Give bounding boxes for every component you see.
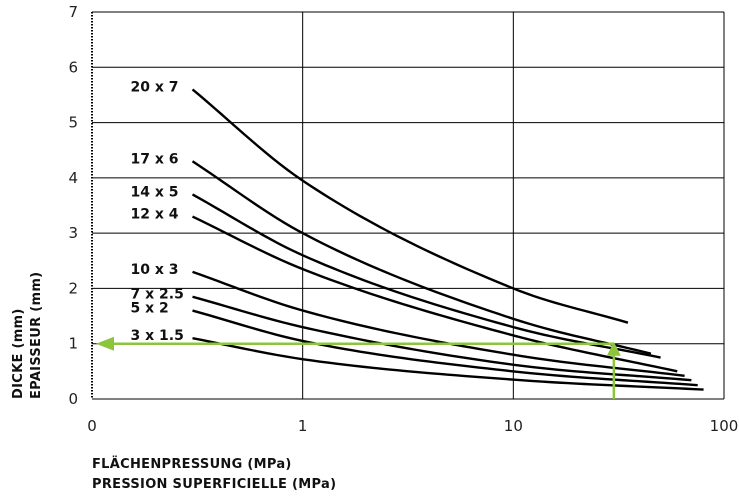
grid — [92, 11, 725, 399]
series-line-2 — [191, 193, 661, 359]
y-tick-label: 2 — [68, 279, 78, 297]
series-label-3: 12 x 4 — [131, 207, 179, 223]
series-label-4: 10 x 3 — [131, 262, 179, 278]
y-tick-label: 4 — [68, 169, 78, 187]
annotation-arrows — [96, 336, 621, 399]
axis-titles: FLÄCHENPRESSUNG (MPa) PRESSION SUPERFICI… — [11, 272, 336, 492]
series-line-4 — [192, 270, 685, 377]
x-tick-label: 1 — [298, 417, 308, 435]
x-tick-label: 100 — [710, 417, 739, 435]
series-line-3 — [191, 215, 678, 373]
y-axis-title-line-1: DICKE (mm) — [11, 308, 26, 399]
x-axis-title-line-2: PRESSION SUPERFICIELLE (MPa) — [92, 477, 336, 492]
series-line-7 — [192, 337, 704, 391]
series-label-7: 3 x 1.5 — [131, 328, 184, 344]
y-tick-labels: 0 1 2 3 4 5 6 7 — [68, 3, 78, 408]
y-tick-label: 0 — [68, 390, 78, 408]
x-tick-label: 10 — [504, 417, 523, 435]
y-tick-label: 1 — [68, 335, 78, 353]
series-label-1: 17 x 6 — [131, 151, 179, 167]
series-line-1 — [191, 160, 652, 355]
series-label-2: 14 x 5 — [131, 184, 179, 200]
series-line-0 — [191, 88, 629, 324]
y-tick-label: 5 — [68, 114, 78, 132]
series-label-6: 5 x 2 — [131, 301, 169, 317]
series-line-5 — [192, 295, 692, 382]
y-tick-label: 7 — [68, 3, 78, 21]
y-axis-title-line-2: EPAISSEUR (mm) — [29, 272, 44, 399]
y-tick-label: 3 — [68, 224, 78, 242]
x-tick-label: 0 — [87, 417, 97, 435]
vertical-arrow-head — [606, 341, 621, 356]
x-tick-labels: 0 1 10 100 — [87, 417, 738, 435]
x-axis-title-line-1: FLÄCHENPRESSUNG (MPa) — [92, 456, 292, 472]
axes — [91, 12, 724, 400]
horizontal-arrow-head — [96, 336, 114, 351]
y-tick-label: 6 — [68, 58, 78, 76]
series-label-5: 7 x 2.5 — [131, 287, 184, 303]
series-labels: 20 x 7 17 x 6 14 x 5 12 x 4 10 x 3 7 x 2.55 x… — [131, 79, 184, 344]
series-label-0: 20 x 7 — [131, 79, 179, 95]
